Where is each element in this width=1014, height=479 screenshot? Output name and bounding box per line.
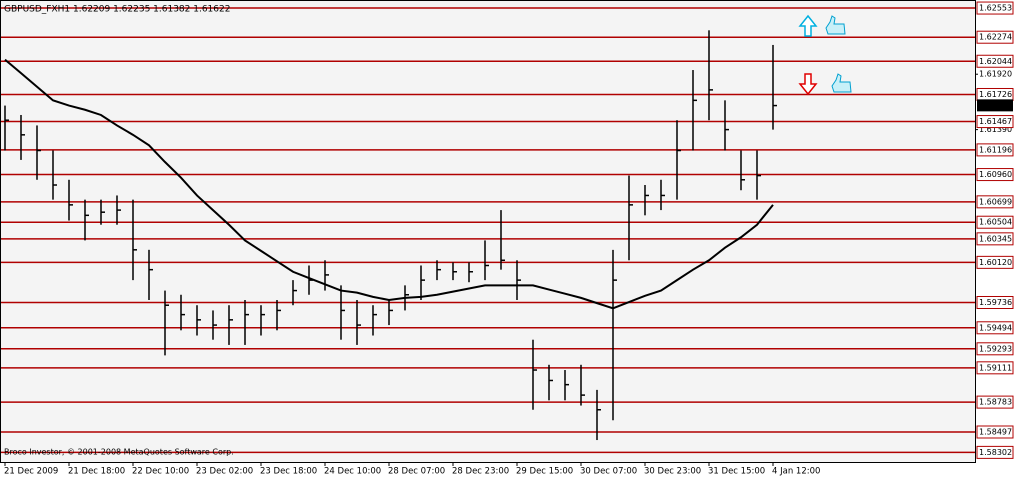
x-tick-label: 29 Dec 15:00 bbox=[516, 467, 573, 477]
level-label: 1.58302 bbox=[979, 448, 1012, 457]
chart-title: GBPUSD_FXH1 1.62209 1.62235 1.61382 1.61… bbox=[4, 5, 230, 15]
level-label-box bbox=[976, 115, 1014, 129]
x-tick-label: 24 Dec 10:00 bbox=[324, 467, 381, 477]
level-label-box bbox=[976, 54, 1014, 68]
thumb-icon bbox=[825, 15, 846, 35]
level-label-box bbox=[976, 232, 1014, 246]
level-label: 1.60960 bbox=[979, 170, 1012, 179]
level-label: 1.61726 bbox=[979, 90, 1012, 99]
level-label: 1.59494 bbox=[979, 323, 1012, 332]
level-label-box bbox=[976, 295, 1014, 309]
level-label-box bbox=[976, 425, 1014, 439]
watermark: Broco Investor, © 2001-2008 MetaQuotes S… bbox=[4, 448, 234, 457]
x-tick-label: 21 Dec 18:00 bbox=[68, 467, 125, 477]
level-label: 1.62274 bbox=[979, 33, 1012, 42]
level-label: 1.60120 bbox=[979, 258, 1012, 267]
x-tick-label: 31 Dec 15:00 bbox=[708, 467, 765, 477]
thumb-icon bbox=[831, 73, 852, 93]
x-tick-label: 30 Dec 23:00 bbox=[644, 467, 701, 477]
level-label: 1.60504 bbox=[979, 218, 1012, 227]
x-tick-label: 23 Dec 18:00 bbox=[260, 467, 317, 477]
level-label: 1.62553 bbox=[979, 4, 1012, 13]
level-label: 1.60699 bbox=[979, 197, 1012, 206]
level-label: 1.59111 bbox=[979, 363, 1012, 372]
up-arrow-icon bbox=[798, 14, 818, 37]
signal-icons bbox=[798, 14, 852, 96]
level-label: 1.58783 bbox=[979, 398, 1012, 407]
down-arrow-icon bbox=[798, 73, 818, 96]
current-price-box bbox=[977, 99, 1013, 112]
level-label: 1.59293 bbox=[979, 344, 1012, 353]
x-tick-label: 23 Dec 02:00 bbox=[196, 467, 253, 477]
plot-area bbox=[0, 0, 976, 463]
level-label: 1.58497 bbox=[979, 428, 1012, 437]
level-label-box bbox=[976, 342, 1014, 356]
x-tick-label: 4 Jan 12:00 bbox=[772, 467, 820, 477]
level-label-box bbox=[976, 215, 1014, 229]
x-tick-label: 30 Dec 07:00 bbox=[580, 467, 637, 477]
level-label: 1.61467 bbox=[979, 117, 1012, 126]
level-label: 1.60345 bbox=[979, 234, 1012, 243]
y-tick-label: 1.61920 bbox=[979, 70, 1012, 79]
level-label: 1.61196 bbox=[979, 145, 1012, 154]
level-label-box bbox=[976, 143, 1014, 157]
level-label-box bbox=[976, 168, 1014, 182]
level-label-box bbox=[976, 195, 1014, 209]
level-label-box bbox=[976, 395, 1014, 409]
level-label-box bbox=[976, 30, 1014, 44]
level-label-box bbox=[976, 321, 1014, 335]
x-tick-label: 21 Dec 2009 bbox=[4, 467, 58, 477]
level-label-box bbox=[976, 1, 1014, 15]
level-label-box bbox=[976, 361, 1014, 375]
level-label: 1.62044 bbox=[979, 57, 1012, 66]
x-tick-label: 28 Dec 23:00 bbox=[452, 467, 509, 477]
y-tick-label: 1.61390 bbox=[979, 125, 1012, 134]
level-label: 1.59736 bbox=[979, 298, 1012, 307]
level-label-box bbox=[976, 255, 1014, 269]
x-tick-label: 28 Dec 07:00 bbox=[388, 467, 445, 477]
x-tick-label: 22 Dec 10:00 bbox=[132, 467, 189, 477]
level-label-box bbox=[976, 445, 1014, 459]
current-price-label: 1.61622 bbox=[979, 101, 1012, 110]
plot-layer bbox=[1, 7, 975, 454]
